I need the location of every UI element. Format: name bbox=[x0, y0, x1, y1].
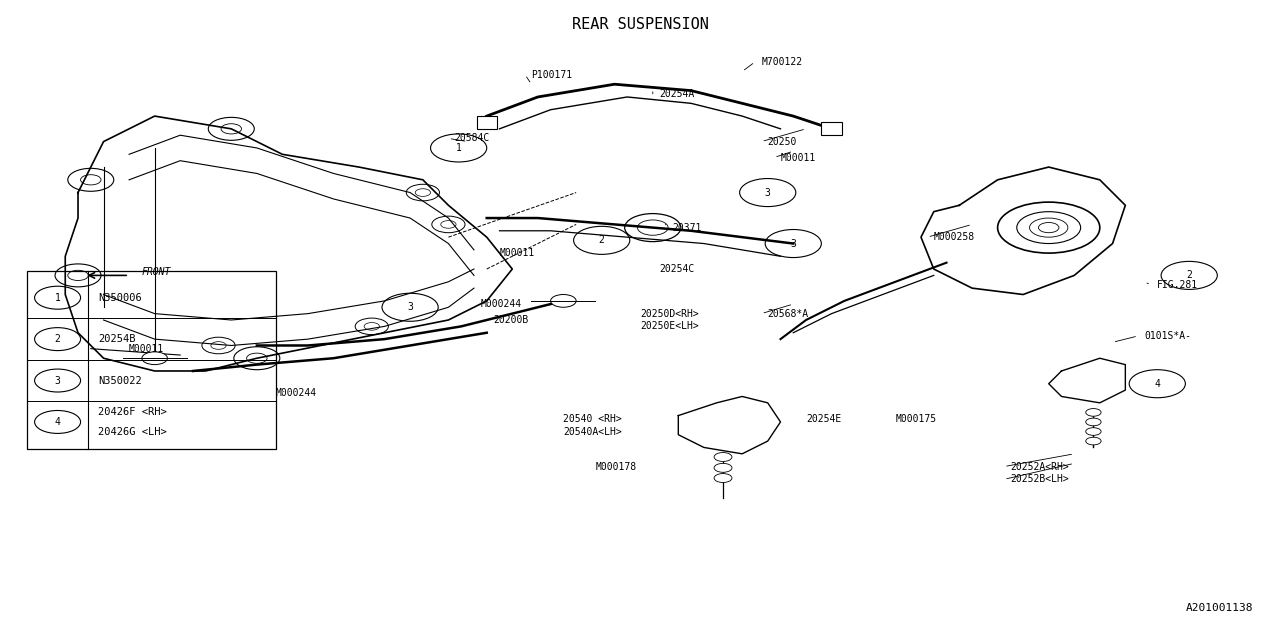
Text: 1: 1 bbox=[55, 292, 60, 303]
Text: 3: 3 bbox=[407, 302, 413, 312]
Text: 20584C: 20584C bbox=[454, 133, 490, 143]
Text: 20254A: 20254A bbox=[659, 89, 695, 99]
Text: 4: 4 bbox=[55, 417, 60, 427]
Text: M000178: M000178 bbox=[595, 461, 636, 472]
Circle shape bbox=[1085, 437, 1101, 445]
Circle shape bbox=[714, 463, 732, 472]
Text: 3: 3 bbox=[55, 376, 60, 385]
Text: M000258: M000258 bbox=[934, 232, 975, 242]
Text: 20371: 20371 bbox=[672, 223, 701, 232]
Text: 2: 2 bbox=[55, 334, 60, 344]
Text: REAR SUSPENSION: REAR SUSPENSION bbox=[572, 17, 708, 32]
Text: 20252A<RH>: 20252A<RH> bbox=[1010, 461, 1069, 472]
Text: 2: 2 bbox=[599, 236, 604, 245]
Text: N350022: N350022 bbox=[99, 376, 142, 385]
Text: 1: 1 bbox=[456, 143, 462, 153]
Circle shape bbox=[142, 352, 168, 365]
Text: A201001138: A201001138 bbox=[1185, 603, 1253, 613]
Text: N350006: N350006 bbox=[99, 292, 142, 303]
Circle shape bbox=[1085, 428, 1101, 435]
Text: 20200B: 20200B bbox=[493, 315, 529, 325]
Bar bbox=[476, 116, 497, 129]
Text: M00011: M00011 bbox=[781, 152, 815, 163]
Circle shape bbox=[550, 294, 576, 307]
Text: 3: 3 bbox=[790, 239, 796, 248]
Circle shape bbox=[714, 474, 732, 483]
Circle shape bbox=[1085, 408, 1101, 416]
Text: 20250E<LH>: 20250E<LH> bbox=[640, 321, 699, 332]
Circle shape bbox=[1085, 418, 1101, 426]
Text: M00011: M00011 bbox=[129, 344, 164, 354]
Text: 20540 <RH>: 20540 <RH> bbox=[563, 414, 622, 424]
Text: FRONT: FRONT bbox=[142, 268, 172, 277]
Circle shape bbox=[714, 452, 732, 461]
Text: M00011: M00011 bbox=[499, 248, 535, 258]
Text: 20540A<LH>: 20540A<LH> bbox=[563, 426, 622, 436]
Text: FIG.281: FIG.281 bbox=[1157, 280, 1198, 290]
Bar bbox=[822, 122, 842, 135]
Text: 4: 4 bbox=[1155, 379, 1160, 388]
Text: 2: 2 bbox=[1187, 270, 1192, 280]
Text: M000244: M000244 bbox=[276, 388, 317, 398]
Text: 20568*A: 20568*A bbox=[768, 308, 809, 319]
Text: 20252B<LH>: 20252B<LH> bbox=[1010, 474, 1069, 484]
Text: 20254B: 20254B bbox=[99, 334, 136, 344]
Text: 20426G <LH>: 20426G <LH> bbox=[99, 426, 168, 436]
Text: 20254C: 20254C bbox=[659, 264, 695, 274]
Bar bbox=[27, 271, 276, 449]
Text: 3: 3 bbox=[764, 188, 771, 198]
Text: 20250: 20250 bbox=[768, 136, 797, 147]
Text: M000244: M000244 bbox=[480, 299, 521, 309]
Text: 20254E: 20254E bbox=[806, 414, 841, 424]
Text: 20250D<RH>: 20250D<RH> bbox=[640, 308, 699, 319]
Text: M000175: M000175 bbox=[896, 414, 937, 424]
Text: P100171: P100171 bbox=[531, 70, 572, 79]
Text: 0101S*A-: 0101S*A- bbox=[1144, 331, 1192, 341]
Text: 20426F <RH>: 20426F <RH> bbox=[99, 408, 168, 417]
Text: M700122: M700122 bbox=[762, 57, 803, 67]
